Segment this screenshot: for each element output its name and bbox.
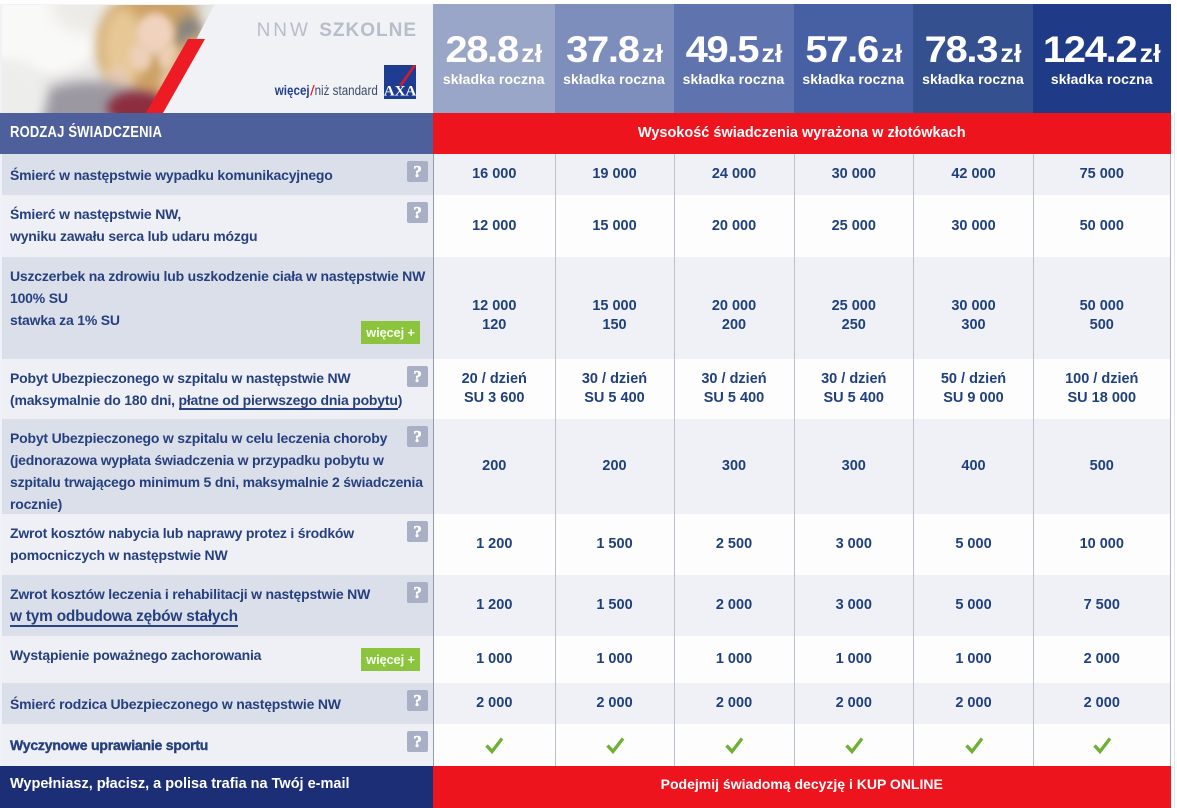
svg-text:AXA: AXA xyxy=(384,84,416,100)
